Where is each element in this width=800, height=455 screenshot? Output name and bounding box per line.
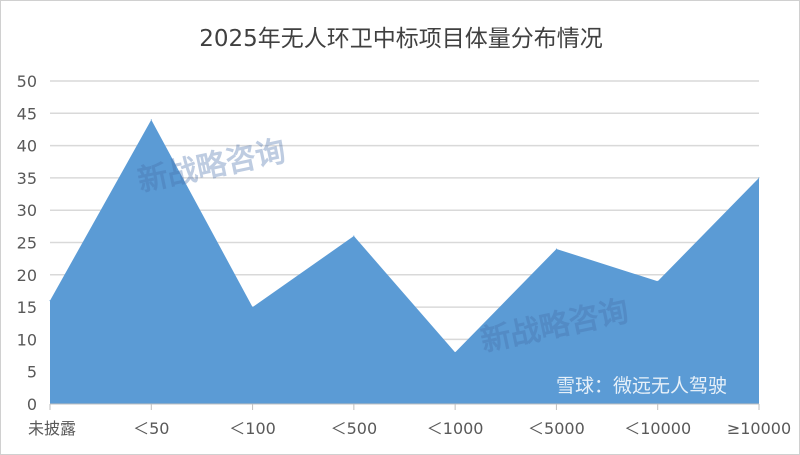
x-tick-label: ＜500	[331, 419, 378, 438]
y-tick-label: 0	[27, 395, 37, 414]
chart-title: 2025年无人环卫中标项目体量分布情况	[199, 26, 603, 52]
data-point	[353, 235, 355, 237]
data-point	[657, 280, 659, 282]
y-tick-label: 20	[17, 266, 37, 285]
y-tick-label: 50	[17, 72, 37, 91]
y-tick-label: 45	[17, 104, 37, 123]
y-tick-label: 5	[27, 363, 37, 382]
y-tick-label: 35	[17, 169, 37, 188]
y-tick-label: 30	[17, 201, 37, 220]
watermark-source: 雪球：微远无人驾驶	[556, 375, 728, 397]
x-tick-label: ＜10000	[624, 419, 691, 438]
x-tick-label: ＜1000	[427, 419, 484, 438]
y-tick-label: 40	[17, 137, 37, 156]
data-point	[49, 300, 51, 302]
data-point	[758, 177, 760, 179]
x-tick-label: ≥10000	[727, 419, 791, 438]
x-tick-label: ＜5000	[528, 419, 585, 438]
y-tick-label: 15	[17, 298, 37, 317]
x-tick-label: 未披露	[28, 419, 76, 438]
area-series	[50, 119, 759, 404]
x-tick-label: ＜100	[229, 419, 276, 438]
y-tick-label: 10	[17, 330, 37, 349]
data-point	[252, 306, 254, 308]
x-tick-label: ＜50	[133, 419, 169, 438]
y-tick-label: 25	[17, 234, 37, 253]
data-point	[150, 119, 152, 121]
data-point	[555, 248, 557, 250]
data-point	[454, 351, 456, 353]
